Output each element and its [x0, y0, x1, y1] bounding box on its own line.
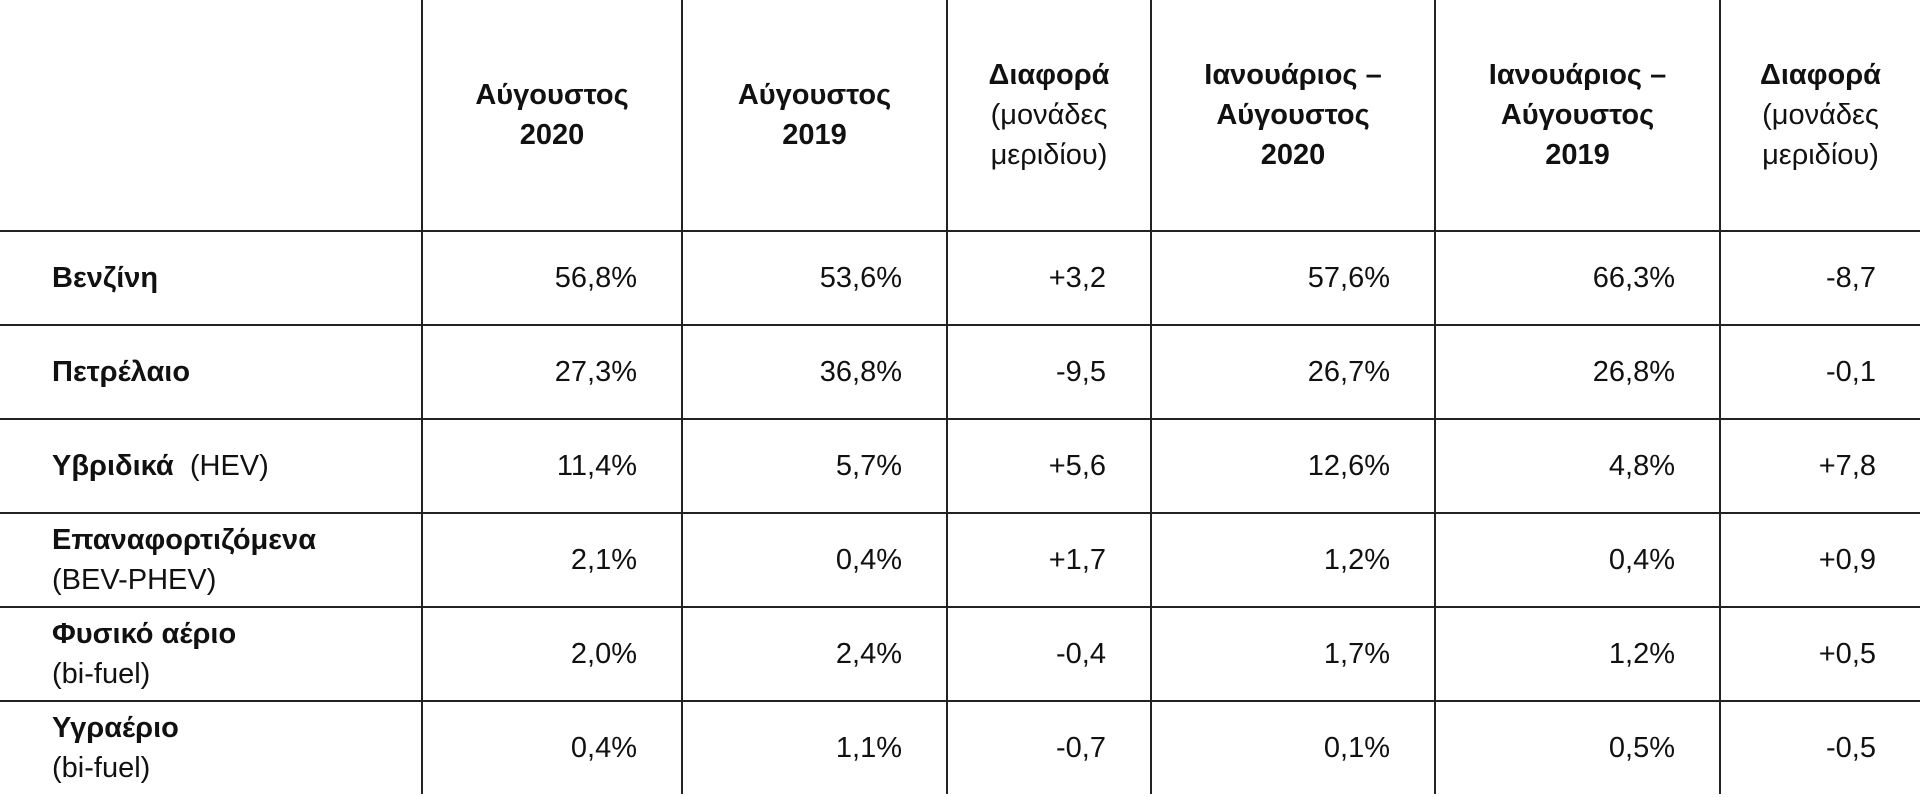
value-cell: -8,7	[1719, 230, 1920, 326]
header-line: Διαφορά	[1760, 59, 1881, 91]
value-cell: 0,5%	[1434, 700, 1721, 794]
header-line: Ιανουάριος –	[1204, 59, 1382, 91]
row-label: Πετρέλαιο	[0, 324, 423, 420]
value-cell: 11,4%	[421, 418, 683, 514]
header-line: 2020	[1260, 139, 1326, 171]
data-row: Υγραέριο (bi-fuel) 0,4% 1,1% -0,7 0,1% 0,5% -0,…	[0, 700, 1920, 794]
value-cell: -0,4	[946, 606, 1152, 702]
value-cell: +1,7	[946, 512, 1152, 608]
corner-cell	[0, 0, 423, 232]
value-cell: 66,3%	[1434, 230, 1721, 326]
value-cell: 57,6%	[1150, 230, 1436, 326]
value-cell: 26,8%	[1434, 324, 1721, 420]
data-row: Επαναφορτιζόμενα (BEV-PHEV) 2,1% 0,4% +1,7 1,…	[0, 512, 1920, 608]
row-name: Βενζίνη	[52, 262, 159, 294]
column-header: Αύγουστος 2019	[681, 0, 948, 232]
value-cell: 0,1%	[1150, 700, 1436, 794]
value-cell: +5,6	[946, 418, 1152, 514]
value-cell: +0,9	[1719, 512, 1920, 608]
column-header: Ιανουάριος – Αύγουστος 2019	[1434, 0, 1721, 232]
row-name: Επαναφορτιζόμενα	[52, 524, 317, 556]
header-line: Αύγουστος	[737, 79, 892, 111]
value-cell: 2,0%	[421, 606, 683, 702]
header-line: 2020	[519, 119, 585, 151]
header-line: Αύγουστος	[1216, 99, 1370, 131]
header-line: Ιανουάριος –	[1488, 59, 1667, 91]
value-cell: -0,7	[946, 700, 1152, 794]
row-label: Φυσικό αέριο (bi-fuel)	[0, 606, 423, 702]
value-cell: +3,2	[946, 230, 1152, 326]
column-header: Ιανουάριος – Αύγουστος 2020	[1150, 0, 1436, 232]
header-line: Αύγουστος	[475, 79, 629, 111]
value-cell: 2,4%	[681, 606, 948, 702]
row-label: Επαναφορτιζόμενα (BEV-PHEV)	[0, 512, 423, 608]
value-cell: 0,4%	[681, 512, 948, 608]
value-cell: 56,8%	[421, 230, 683, 326]
row-note: (bi-fuel)	[52, 752, 151, 784]
value-cell: -0,1	[1719, 324, 1920, 420]
data-row: Φυσικό αέριο (bi-fuel) 2,0% 2,4% -0,4 1,7% 1,2…	[0, 606, 1920, 702]
header-row: Αύγουστος 2020 Αύγουστος 2019 Διαφορά (μονάδε…	[0, 0, 1920, 232]
data-row: Πετρέλαιο 27,3% 36,8% -9,5 26,7% 26,8% -0,1	[0, 324, 1920, 420]
data-row: Βενζίνη 56,8% 53,6% +3,2 57,6% 66,3% -8,7	[0, 230, 1920, 326]
value-cell: 1,2%	[1434, 606, 1721, 702]
row-label: Βενζίνη	[0, 230, 423, 326]
value-cell: 36,8%	[681, 324, 948, 420]
value-cell: 53,6%	[681, 230, 948, 326]
row-note: (BEV-PHEV)	[52, 564, 217, 596]
value-cell: -9,5	[946, 324, 1152, 420]
header-note: (μονάδες	[1762, 99, 1879, 131]
row-note: (bi-fuel)	[52, 658, 151, 690]
value-cell: 0,4%	[421, 700, 683, 794]
row-name: Φυσικό αέριο	[52, 618, 237, 650]
data-row: Υβριδικά (HEV) 11,4% 5,7% +5,6 12,6% 4,8% +7,8	[0, 418, 1920, 514]
value-cell: 27,3%	[421, 324, 683, 420]
column-header: Διαφορά (μονάδες μεριδίου)	[946, 0, 1152, 232]
value-cell: +0,5	[1719, 606, 1920, 702]
header-line: Διαφορά	[988, 59, 1110, 91]
row-name: Υγραέριο	[52, 712, 179, 744]
value-cell: 12,6%	[1150, 418, 1436, 514]
value-cell: 1,2%	[1150, 512, 1436, 608]
column-header: Αύγουστος 2020	[421, 0, 683, 232]
value-cell: 2,1%	[421, 512, 683, 608]
header-line: 2019	[1545, 139, 1610, 171]
value-cell: 4,8%	[1434, 418, 1721, 514]
row-note: (HEV)	[189, 450, 269, 482]
header-note: (μονάδες	[990, 99, 1108, 131]
value-cell: 1,1%	[681, 700, 948, 794]
row-label: Υβριδικά (HEV)	[0, 418, 423, 514]
row-label: Υγραέριο (bi-fuel)	[0, 700, 423, 794]
header-note: μεριδίου)	[1762, 139, 1879, 171]
column-header: Διαφορά (μονάδες μεριδίου)	[1719, 0, 1920, 232]
value-cell: -0,5	[1719, 700, 1920, 794]
value-cell: 0,4%	[1434, 512, 1721, 608]
value-cell: 5,7%	[681, 418, 948, 514]
value-cell: 26,7%	[1150, 324, 1436, 420]
value-cell: 1,7%	[1150, 606, 1436, 702]
header-line: 2019	[782, 119, 847, 151]
header-line: Αύγουστος	[1500, 99, 1655, 131]
row-name: Πετρέλαιο	[52, 356, 191, 388]
value-cell: +7,8	[1719, 418, 1920, 514]
row-name: Υβριδικά	[52, 450, 174, 482]
header-note: μεριδίου)	[990, 139, 1108, 171]
